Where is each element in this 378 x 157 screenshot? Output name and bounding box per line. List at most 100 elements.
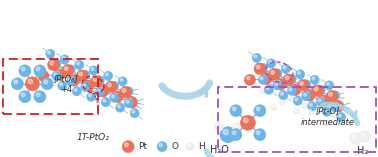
Text: H₂: H₂ — [357, 146, 368, 156]
Circle shape — [234, 125, 237, 128]
Circle shape — [326, 90, 338, 102]
Circle shape — [306, 92, 310, 95]
Circle shape — [120, 78, 123, 81]
Circle shape — [82, 84, 85, 87]
Circle shape — [34, 65, 46, 77]
Text: H: H — [198, 142, 205, 151]
Circle shape — [126, 96, 138, 108]
Circle shape — [95, 88, 104, 97]
Circle shape — [124, 87, 133, 96]
Circle shape — [28, 79, 33, 84]
Circle shape — [260, 65, 263, 68]
Circle shape — [216, 124, 219, 127]
Circle shape — [337, 113, 345, 122]
Circle shape — [274, 78, 286, 90]
Circle shape — [287, 74, 296, 83]
Circle shape — [88, 94, 91, 97]
Circle shape — [289, 84, 301, 96]
Circle shape — [333, 104, 335, 107]
Circle shape — [68, 78, 71, 81]
Circle shape — [48, 59, 59, 71]
Circle shape — [128, 99, 132, 102]
Circle shape — [240, 115, 256, 130]
Circle shape — [81, 70, 90, 79]
Circle shape — [223, 130, 228, 135]
Circle shape — [312, 85, 324, 97]
Circle shape — [293, 96, 302, 105]
Circle shape — [132, 110, 135, 113]
Circle shape — [272, 106, 274, 108]
Circle shape — [110, 81, 119, 90]
Circle shape — [318, 99, 321, 102]
Circle shape — [87, 92, 96, 101]
Circle shape — [72, 87, 81, 96]
Circle shape — [322, 119, 329, 126]
Circle shape — [331, 91, 340, 100]
Circle shape — [316, 103, 323, 109]
Circle shape — [256, 65, 260, 69]
Circle shape — [41, 78, 53, 90]
Circle shape — [126, 88, 129, 91]
Circle shape — [285, 76, 289, 80]
Circle shape — [70, 77, 74, 80]
Circle shape — [36, 67, 40, 71]
Circle shape — [254, 129, 266, 141]
Circle shape — [309, 109, 311, 111]
Circle shape — [34, 91, 46, 103]
Circle shape — [254, 105, 266, 117]
Circle shape — [259, 88, 265, 94]
Circle shape — [256, 131, 260, 135]
Circle shape — [58, 81, 67, 90]
Circle shape — [274, 82, 277, 85]
Circle shape — [64, 67, 68, 70]
Circle shape — [244, 74, 256, 85]
Circle shape — [21, 67, 25, 71]
Circle shape — [50, 61, 54, 65]
Circle shape — [91, 76, 102, 87]
Circle shape — [75, 60, 84, 69]
Text: +4: +4 — [60, 85, 72, 94]
Circle shape — [297, 71, 301, 74]
Circle shape — [21, 93, 25, 97]
Circle shape — [125, 143, 129, 147]
Circle shape — [120, 87, 132, 98]
Circle shape — [335, 103, 338, 106]
Circle shape — [312, 77, 315, 80]
Circle shape — [230, 105, 242, 117]
Circle shape — [97, 77, 100, 80]
Circle shape — [126, 100, 129, 103]
Circle shape — [54, 69, 65, 81]
Circle shape — [297, 79, 309, 91]
Circle shape — [112, 91, 123, 103]
Circle shape — [54, 73, 56, 76]
Circle shape — [46, 49, 55, 58]
Circle shape — [101, 98, 110, 107]
Circle shape — [118, 77, 127, 86]
Circle shape — [246, 76, 250, 80]
Circle shape — [44, 80, 48, 84]
Circle shape — [322, 107, 331, 116]
Circle shape — [310, 75, 319, 84]
Circle shape — [279, 99, 285, 106]
Circle shape — [320, 97, 324, 101]
Circle shape — [66, 77, 75, 86]
Circle shape — [118, 105, 120, 108]
Circle shape — [318, 87, 321, 90]
Circle shape — [260, 89, 262, 91]
Circle shape — [99, 88, 103, 91]
Circle shape — [271, 71, 274, 74]
Circle shape — [271, 105, 277, 111]
Circle shape — [97, 89, 100, 92]
Circle shape — [258, 63, 267, 72]
Circle shape — [295, 98, 298, 101]
Circle shape — [294, 108, 300, 115]
Circle shape — [280, 92, 284, 95]
Circle shape — [254, 55, 257, 58]
Circle shape — [280, 100, 282, 102]
Circle shape — [95, 76, 104, 85]
Circle shape — [267, 59, 276, 68]
Circle shape — [232, 131, 236, 135]
Circle shape — [108, 83, 112, 87]
Circle shape — [338, 114, 341, 117]
Circle shape — [310, 103, 312, 106]
